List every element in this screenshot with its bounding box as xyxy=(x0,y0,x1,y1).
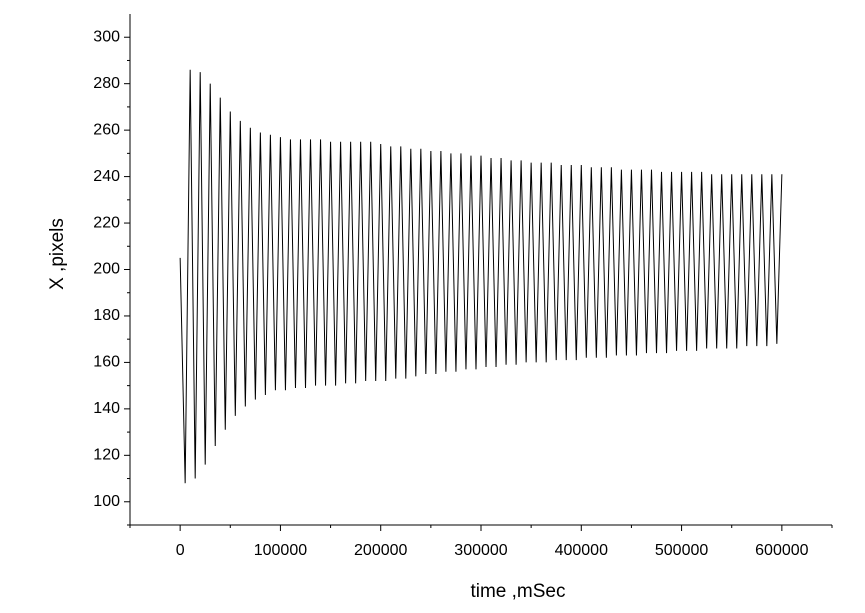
y-tick-label: 120 xyxy=(93,447,120,464)
x-axis-label: time ,mSec xyxy=(470,581,565,602)
x-tick-label: 600000 xyxy=(755,542,808,559)
x-tick-label: 200000 xyxy=(354,542,407,559)
y-tick-label: 160 xyxy=(93,354,120,371)
y-tick-label: 180 xyxy=(93,307,120,324)
data-line xyxy=(179,69,783,484)
y-axis-label: X ,pixels xyxy=(47,218,68,290)
x-tick-label: 500000 xyxy=(655,542,708,559)
y-tick-label: 220 xyxy=(93,214,120,231)
y-tick-label: 140 xyxy=(93,400,120,417)
x-tick-label: 400000 xyxy=(555,542,608,559)
y-tick-label: 200 xyxy=(93,261,120,278)
x-tick-label: 0 xyxy=(176,542,185,559)
y-tick-label: 280 xyxy=(93,75,120,92)
x-tick-label: 300000 xyxy=(454,542,507,559)
y-tick-label: 240 xyxy=(93,168,120,185)
y-tick-label: 100 xyxy=(93,493,120,510)
x-tick-label: 100000 xyxy=(254,542,307,559)
y-tick-label: 260 xyxy=(93,121,120,138)
y-tick-label: 300 xyxy=(93,28,120,45)
